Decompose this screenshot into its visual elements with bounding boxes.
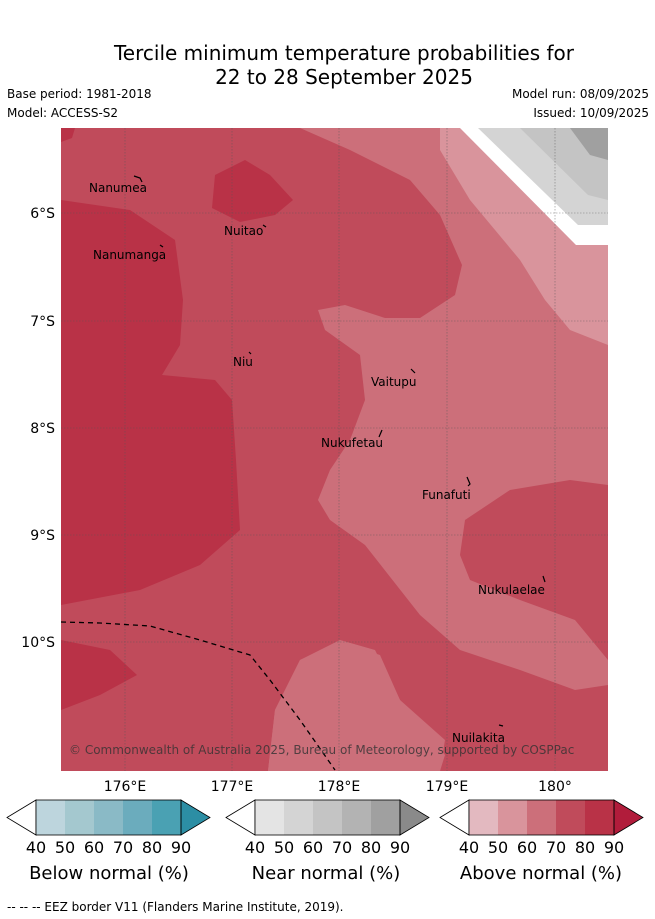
colorbar-above-frame [468, 799, 615, 836]
issued-date: Issued: 10/09/2025 [533, 106, 649, 120]
colorbar-below-tick: 70 [113, 838, 133, 857]
colorbar-above-bin-1 [469, 800, 498, 835]
model-run: Model run: 08/09/2025 [511, 87, 649, 101]
lon-tick-180: 180° [538, 779, 572, 795]
colorbar-below-bin-2 [65, 800, 94, 835]
colorbar-below-tick: 60 [84, 838, 104, 857]
lat-tick-10s: 10°S [21, 635, 55, 651]
lon-tick-176e: 176°E [104, 779, 147, 795]
colorbar-below-bin-4 [123, 800, 152, 835]
eez-border [61, 621, 336, 771]
colorbar-near-bin-3 [313, 800, 342, 835]
colorbar-title-above: Above normal (%) [459, 863, 623, 884]
island-marks [133, 175, 546, 727]
model-name: Model: ACCESS-S2 [7, 106, 119, 120]
lon-tick-179e: 179°E [426, 779, 469, 795]
colorbar-near-tick: 80 [361, 838, 381, 857]
place-label-nanumea: Nanumea [89, 181, 147, 195]
colorbar-near-bin-5 [371, 800, 400, 835]
colorbar-below-bin-3 [94, 800, 123, 835]
colorbar-below-bin-5 [152, 800, 181, 835]
colorbar-above-tick: 60 [517, 838, 537, 857]
colorbar-title-near: Near normal (%) [251, 863, 401, 884]
colorbar-legends: 40 50 60 70 80 90 40 50 60 70 80 90 40 50 60 70 80 90 [6, 799, 644, 857]
colorbar-near-tick: 40 [245, 838, 265, 857]
colorbar-above-tick: 50 [488, 838, 508, 857]
place-label-nukulaelae: Nukulaelae [478, 583, 545, 597]
colorbar-near-tick: 60 [303, 838, 323, 857]
title-line-1: Tercile minimum temperature probabilitie… [113, 41, 575, 65]
copyright-notice: © Commonwealth of Australia 2025, Bureau… [69, 743, 574, 757]
colorbar-below-frame [35, 799, 182, 836]
region-near-80-90 [570, 128, 608, 160]
colorbar-below-tick: 40 [26, 838, 46, 857]
region-above-70-80 [61, 128, 608, 771]
colorbar-above-bin-5 [585, 800, 614, 835]
colorbar-below-extend-high [180, 799, 211, 836]
colorbar-below-tick: 90 [171, 838, 191, 857]
colorbar-above-tick: 90 [604, 838, 624, 857]
graticule [61, 128, 608, 771]
colorbar-above-tick: 40 [459, 838, 479, 857]
colorbar-near-tick: 70 [332, 838, 352, 857]
region-above-80-90-corner [61, 128, 75, 142]
place-label-nanumanga: Nanumanga [93, 248, 166, 262]
colorbar-below-extend-low [6, 799, 37, 836]
region-above-80-90-south [61, 640, 137, 710]
colorbar-below-tick: 80 [142, 838, 162, 857]
place-label-nukufetau: Nukufetau [321, 436, 383, 450]
lon-tick-178e: 178°E [318, 779, 361, 795]
colorbar-near-bin-2 [284, 800, 313, 835]
place-label-niu: Niu [233, 355, 253, 369]
lon-tick-177e: 177°E [211, 779, 254, 795]
colorbar-above-extend-high [613, 799, 644, 836]
region-above-80-90-west [61, 200, 240, 605]
lat-tick-7s: 7°S [30, 314, 55, 330]
colorbar-near-extend-high [399, 799, 430, 836]
lat-tick-8s: 8°S [30, 421, 55, 437]
colorbar-above-tick: 80 [575, 838, 595, 857]
colorbar-above-bin-3 [527, 800, 556, 835]
colorbar-below-tick: 50 [55, 838, 75, 857]
eez-footnote: -- -- -- EEZ border V11 (Flanders Marine… [7, 900, 344, 914]
colorbar-near-tick: 50 [274, 838, 294, 857]
place-label-nuitao: Nuitao [224, 224, 263, 238]
region-above-60-70-south [268, 642, 445, 771]
title-line-2: 22 to 28 September 2025 [215, 65, 473, 89]
place-label-funafuti: Funafuti [422, 488, 471, 502]
colorbar-above-bin-2 [498, 800, 527, 835]
colorbar-above-extend-low [439, 799, 470, 836]
colorbar-title-below: Below normal (%) [29, 863, 189, 884]
colorbar-near-tick: 90 [390, 838, 410, 857]
colorbar-above-bin-4 [556, 800, 585, 835]
colorbar-near-extend-low [225, 799, 256, 836]
colorbar-above-tick: 70 [546, 838, 566, 857]
colorbar-near-frame [254, 799, 401, 836]
base-period: Base period: 1981-2018 [7, 87, 152, 101]
lat-tick-9s: 9°S [30, 528, 55, 544]
colorbar-near-bin-1 [255, 800, 284, 835]
place-label-vaitupu: Vaitupu [371, 375, 417, 389]
lat-tick-6s: 6°S [30, 206, 55, 222]
colorbar-near-bin-4 [342, 800, 371, 835]
colorbar-below-bin-1 [36, 800, 65, 835]
place-label-nuilakita: Nuilakita [452, 731, 505, 745]
probability-map [61, 128, 608, 771]
